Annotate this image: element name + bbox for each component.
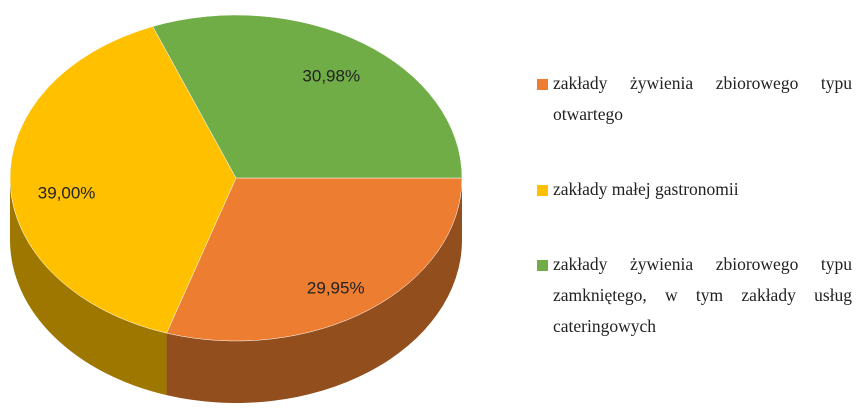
pie-slice xyxy=(152,14,463,179)
legend-item: zakłady małej gastronomii xyxy=(537,174,852,205)
data-label: 39,00% xyxy=(38,183,96,202)
data-label: 29,95% xyxy=(307,278,365,297)
legend-swatch xyxy=(537,79,548,90)
legend-label: zakłady małej gastronomii xyxy=(553,179,739,199)
pie-side xyxy=(10,178,167,396)
pie-side xyxy=(166,178,462,403)
pie-slice xyxy=(166,177,463,342)
legend-label: zakłady żywienia zbiorowego typu zamknię… xyxy=(553,254,852,336)
legend-item: zakłady żywienia zbiorowego typu otwarte… xyxy=(537,68,852,130)
data-label: 30,98% xyxy=(302,66,360,85)
chart: 29,95% 39,00% 30,98% xyxy=(9,14,463,403)
legend: zakłady żywienia zbiorowego typu otwarte… xyxy=(537,68,852,386)
pie-slice xyxy=(9,26,237,334)
legend-item: zakłady żywienia zbiorowego typu zamknię… xyxy=(537,249,852,342)
legend-swatch xyxy=(537,260,548,271)
legend-swatch xyxy=(537,185,548,196)
legend-label: zakłady żywienia zbiorowego typu otwarte… xyxy=(553,73,852,124)
